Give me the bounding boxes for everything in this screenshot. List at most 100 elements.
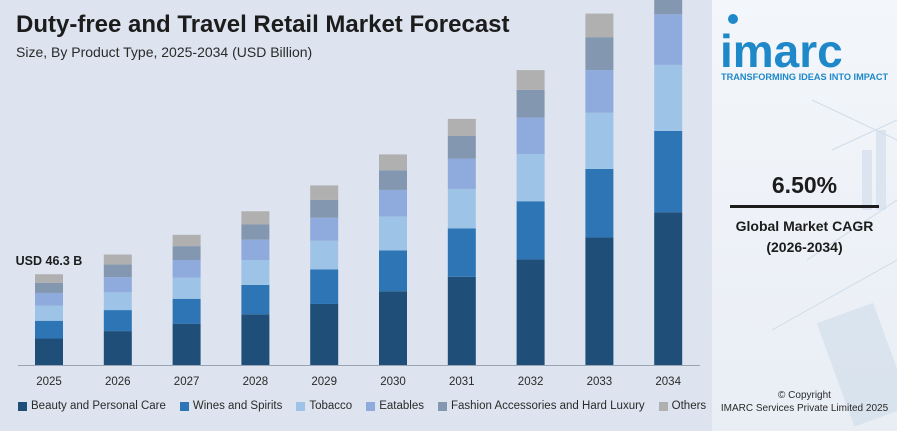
bar-segment-2034-1	[654, 130, 683, 213]
bar-segment-2029-5	[310, 185, 339, 200]
bar-segment-2025-0	[35, 338, 63, 365]
bar-segment-2028-1	[241, 284, 270, 315]
legend-label: Fashion Accessories and Hard Luxury	[450, 400, 645, 412]
x-tick-label-2033: 2033	[587, 376, 613, 388]
bar-segment-2031-5	[447, 118, 476, 136]
legend-label: Tobacco	[309, 400, 353, 412]
bar-segment-2033-2	[585, 112, 614, 169]
chart-subtitle: Size, By Product Type, 2025-2034 (USD Bi…	[16, 44, 313, 60]
legend-label: Others	[671, 400, 707, 412]
legend-swatch	[296, 401, 306, 411]
legend-label: Beauty and Personal Care	[31, 400, 166, 412]
bar-segment-2032-1	[516, 201, 545, 260]
bar-segment-2029-4	[310, 199, 339, 218]
bar-segment-2034-3	[654, 14, 683, 65]
bar-segment-2034-2	[654, 64, 683, 131]
bar-segment-2034-0	[654, 212, 683, 365]
bar-segment-2026-2	[103, 292, 132, 311]
brand-tagline: TRANSFORMING IDEAS INTO IMPACT	[721, 72, 889, 82]
bar-segment-2025-3	[35, 292, 63, 306]
bar-segment-2028-0	[241, 314, 270, 365]
bar-segment-2027-2	[172, 277, 201, 299]
copyright: © Copyright IMARC Services Private Limit…	[712, 389, 897, 415]
legend-swatch	[366, 401, 376, 411]
bar-segment-2034-4	[654, 0, 683, 15]
cagr-value: 6.50%	[771, 172, 838, 198]
x-tick-label-2027: 2027	[174, 376, 200, 388]
bar-segment-2030-0	[379, 291, 407, 365]
x-tick-label-2030: 2030	[380, 376, 406, 388]
x-tick-label-2028: 2028	[243, 376, 269, 388]
legend-item-0: Beauty and Personal Care	[18, 400, 166, 412]
bar-segment-2026-1	[103, 310, 132, 332]
legend-label: Eatables	[379, 400, 424, 412]
bar-segment-2029-0	[310, 303, 339, 365]
side-panel: imarc TRANSFORMING IDEAS INTO IMPACT 6.5…	[712, 0, 897, 431]
legend-swatch	[179, 401, 189, 411]
bar-segment-2030-4	[379, 170, 407, 190]
legend-swatch	[18, 401, 27, 411]
bar-segment-2033-1	[585, 168, 614, 238]
bar-segment-2030-5	[379, 154, 407, 171]
bar-segment-2033-4	[585, 37, 614, 71]
legend-swatch	[658, 401, 668, 411]
decorative-background	[771, 99, 897, 427]
x-tick-label-2031: 2031	[449, 376, 475, 388]
bar-segment-2026-3	[103, 277, 132, 293]
bar-segment-2028-3	[241, 239, 270, 261]
bar-segment-2027-4	[172, 246, 201, 261]
bar-segment-2031-4	[447, 135, 476, 159]
bar-segment-2027-1	[172, 298, 201, 324]
bar-segment-2032-2	[516, 154, 545, 202]
legend-item-5: Others	[658, 400, 707, 412]
cagr-divider	[730, 205, 879, 208]
legend-item-2: Tobacco	[296, 400, 352, 412]
legend-item-4: Fashion Accessories and Hard Luxury	[437, 400, 645, 412]
x-tick-label-2026: 2026	[105, 376, 131, 388]
bar-segment-2032-0	[516, 259, 545, 365]
x-tick-label-2032: 2032	[518, 376, 544, 388]
cagr-label-line1: Global Market CAGR	[735, 218, 874, 234]
bar-segment-2026-5	[103, 254, 132, 265]
total-annotation-2025: USD 46.3 B	[16, 254, 83, 268]
bar-segment-2028-5	[241, 211, 270, 225]
x-tick-label-2029: 2029	[311, 376, 337, 388]
bar-segment-2029-1	[310, 269, 339, 304]
legend-swatch	[437, 401, 447, 411]
bar-segment-2033-3	[585, 70, 614, 113]
bar-segment-2032-5	[516, 70, 545, 90]
bar-segment-2030-1	[379, 250, 407, 292]
bar-segment-2030-3	[379, 189, 407, 217]
bar-segment-2031-1	[447, 228, 476, 277]
bar-segment-2033-5	[585, 13, 614, 38]
bar-segment-2029-2	[310, 240, 339, 270]
copyright-line1: © Copyright	[778, 390, 831, 401]
logo-dot	[728, 14, 738, 24]
chart-title: Duty-free and Travel Retail Market Forec…	[16, 11, 510, 38]
bar-segment-2031-3	[447, 158, 476, 189]
stacked-bar-chart: 2025 USD 46.3 B 2026 2027 2028 2029 2030 2031 20…	[16, 0, 700, 388]
legend-item-1: Wines and Spirits	[179, 400, 282, 412]
bar-segment-2032-3	[516, 117, 545, 155]
bar-segment-2026-4	[103, 264, 132, 278]
bar-segment-2026-0	[103, 331, 132, 365]
copyright-line2: IMARC Services Private Limited 2025	[720, 403, 889, 414]
bar-segment-2031-0	[447, 276, 476, 365]
bar-segment-2028-2	[241, 260, 270, 285]
chart-legend: Beauty and Personal Care Wines and Spirit…	[18, 400, 706, 412]
cagr-label: Global Market CAGR (2026-2034)	[712, 216, 897, 258]
legend-item-3: Eatables	[366, 400, 424, 412]
bar-segment-2030-2	[379, 216, 407, 251]
bar-segment-2027-5	[172, 234, 201, 247]
bar-segment-2025-5	[35, 274, 63, 283]
bar-segment-2029-3	[310, 217, 339, 241]
x-tick-label-2025: 2025	[36, 376, 62, 388]
imarc-logo: imarc	[720, 25, 843, 77]
bar-segment-2032-4	[516, 89, 545, 118]
bar-segment-2025-2	[35, 305, 63, 321]
bar-segment-2033-0	[585, 237, 614, 365]
bar-segment-2025-4	[35, 282, 63, 293]
bar-segment-2027-3	[172, 260, 201, 278]
x-tick-label-2034: 2034	[655, 376, 681, 388]
